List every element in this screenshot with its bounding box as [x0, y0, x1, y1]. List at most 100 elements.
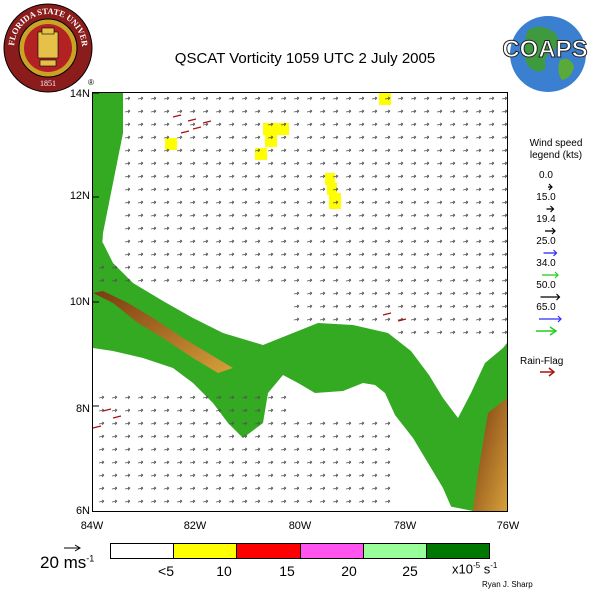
- wind-vector: [319, 213, 326, 218]
- wind-vector: [332, 460, 339, 465]
- wind-vector: [410, 174, 417, 179]
- wind-vector: [111, 278, 118, 283]
- wind-vector: [410, 109, 417, 114]
- wind-vector: [293, 291, 300, 296]
- wind-vector: [293, 252, 300, 257]
- wind-vector: [202, 499, 209, 504]
- wind-vector: [163, 408, 170, 413]
- wind-vector: [371, 278, 378, 283]
- wind-vector: [384, 278, 391, 283]
- wind-vector: [293, 486, 300, 491]
- wind-vector: [124, 187, 131, 192]
- wind-vector: [254, 408, 261, 413]
- wind-vector: [423, 239, 430, 244]
- wind-legend-arrow-1: [546, 205, 555, 213]
- wind-vector: [501, 174, 507, 179]
- wind-vector: [345, 278, 352, 283]
- wind-vector: [488, 187, 495, 192]
- wind-vector: [189, 109, 196, 114]
- wind-vector: [241, 499, 248, 504]
- wind-vector: [293, 265, 300, 270]
- wind-vector: [345, 421, 352, 426]
- lat-tick-marks: [93, 93, 99, 407]
- wind-vector: [345, 317, 352, 322]
- wind-vector: [306, 447, 313, 452]
- wind-vector: [319, 135, 326, 140]
- wind-vector: [228, 226, 235, 231]
- wind-vector: [137, 486, 144, 491]
- wind-vector: [358, 239, 365, 244]
- scale-arrow-value: 20 ms: [40, 553, 87, 572]
- wind-vector: [137, 252, 144, 257]
- wind-vector: [306, 278, 313, 283]
- wind-vector: [358, 473, 365, 478]
- wind-vector: [488, 96, 495, 101]
- wind-legend-title-line1: Wind speed: [529, 138, 583, 149]
- wind-vector: [423, 122, 430, 127]
- wind-vector: [202, 486, 209, 491]
- wind-vector: [215, 148, 222, 153]
- wind-vector: [423, 304, 430, 309]
- wind-vector: [241, 239, 248, 244]
- wind-vector: [98, 460, 105, 465]
- wind-vector: [137, 421, 144, 426]
- wind-vector: [423, 96, 430, 101]
- cbar-swatch-5: [425, 544, 490, 558]
- wind-vector: [501, 122, 507, 127]
- wind-vector: [397, 213, 404, 218]
- wind-vector: [176, 200, 183, 205]
- wind-vector: [163, 252, 170, 257]
- wind-vector: [176, 174, 183, 179]
- wind-vector: [254, 174, 261, 179]
- wind-vector: [319, 278, 326, 283]
- wind-vector: [501, 226, 507, 231]
- wind-vector: [371, 291, 378, 296]
- wind-vector: [267, 109, 274, 114]
- wind-vector: [189, 174, 196, 179]
- wind-vector: [397, 174, 404, 179]
- wind-vector: [189, 252, 196, 257]
- wind-vector: [137, 109, 144, 114]
- wind-vector: [293, 122, 300, 127]
- cbar-swatch-2: [236, 544, 300, 558]
- wind-vector: [189, 96, 196, 101]
- wind-vector: [280, 252, 287, 257]
- wind-vector: [293, 434, 300, 439]
- land-south-coast: [93, 393, 473, 511]
- coaps-globe-logo: COAPS: [498, 10, 592, 98]
- wind-vector: [462, 174, 469, 179]
- wind-vector: [332, 421, 339, 426]
- wind-vector: [254, 213, 261, 218]
- wind-vector: [384, 135, 391, 140]
- wind-vector: [189, 278, 196, 283]
- wind-vector: [475, 291, 482, 296]
- wind-vector: [358, 252, 365, 257]
- wind-vector: [501, 291, 507, 296]
- wind-vector: [163, 135, 170, 140]
- wind-vector: [280, 434, 287, 439]
- wind-vector: [228, 486, 235, 491]
- wind-vector: [501, 187, 507, 192]
- wind-legend-arrow-2: [545, 227, 556, 235]
- wind-vector: [189, 499, 196, 504]
- wind-vector: [423, 278, 430, 283]
- wind-vector: [228, 187, 235, 192]
- wind-vector: [345, 304, 352, 309]
- wind-vector: [267, 96, 274, 101]
- wind-vector: [150, 473, 157, 478]
- wind-vector: [150, 200, 157, 205]
- wind-vector: [228, 174, 235, 179]
- wind-vector: [215, 486, 222, 491]
- wind-vector: [280, 200, 287, 205]
- wind-vector: [241, 421, 248, 426]
- wind-vector: [449, 96, 456, 101]
- wind-vector: [124, 278, 131, 283]
- wind-vector: [189, 213, 196, 218]
- wind-vector: [189, 226, 196, 231]
- wind-vector: [202, 252, 209, 257]
- wind-vector: [189, 265, 196, 270]
- wind-vector: [358, 447, 365, 452]
- wind-vector: [241, 96, 248, 101]
- wind-vector: [241, 226, 248, 231]
- wind-vector: [98, 434, 105, 439]
